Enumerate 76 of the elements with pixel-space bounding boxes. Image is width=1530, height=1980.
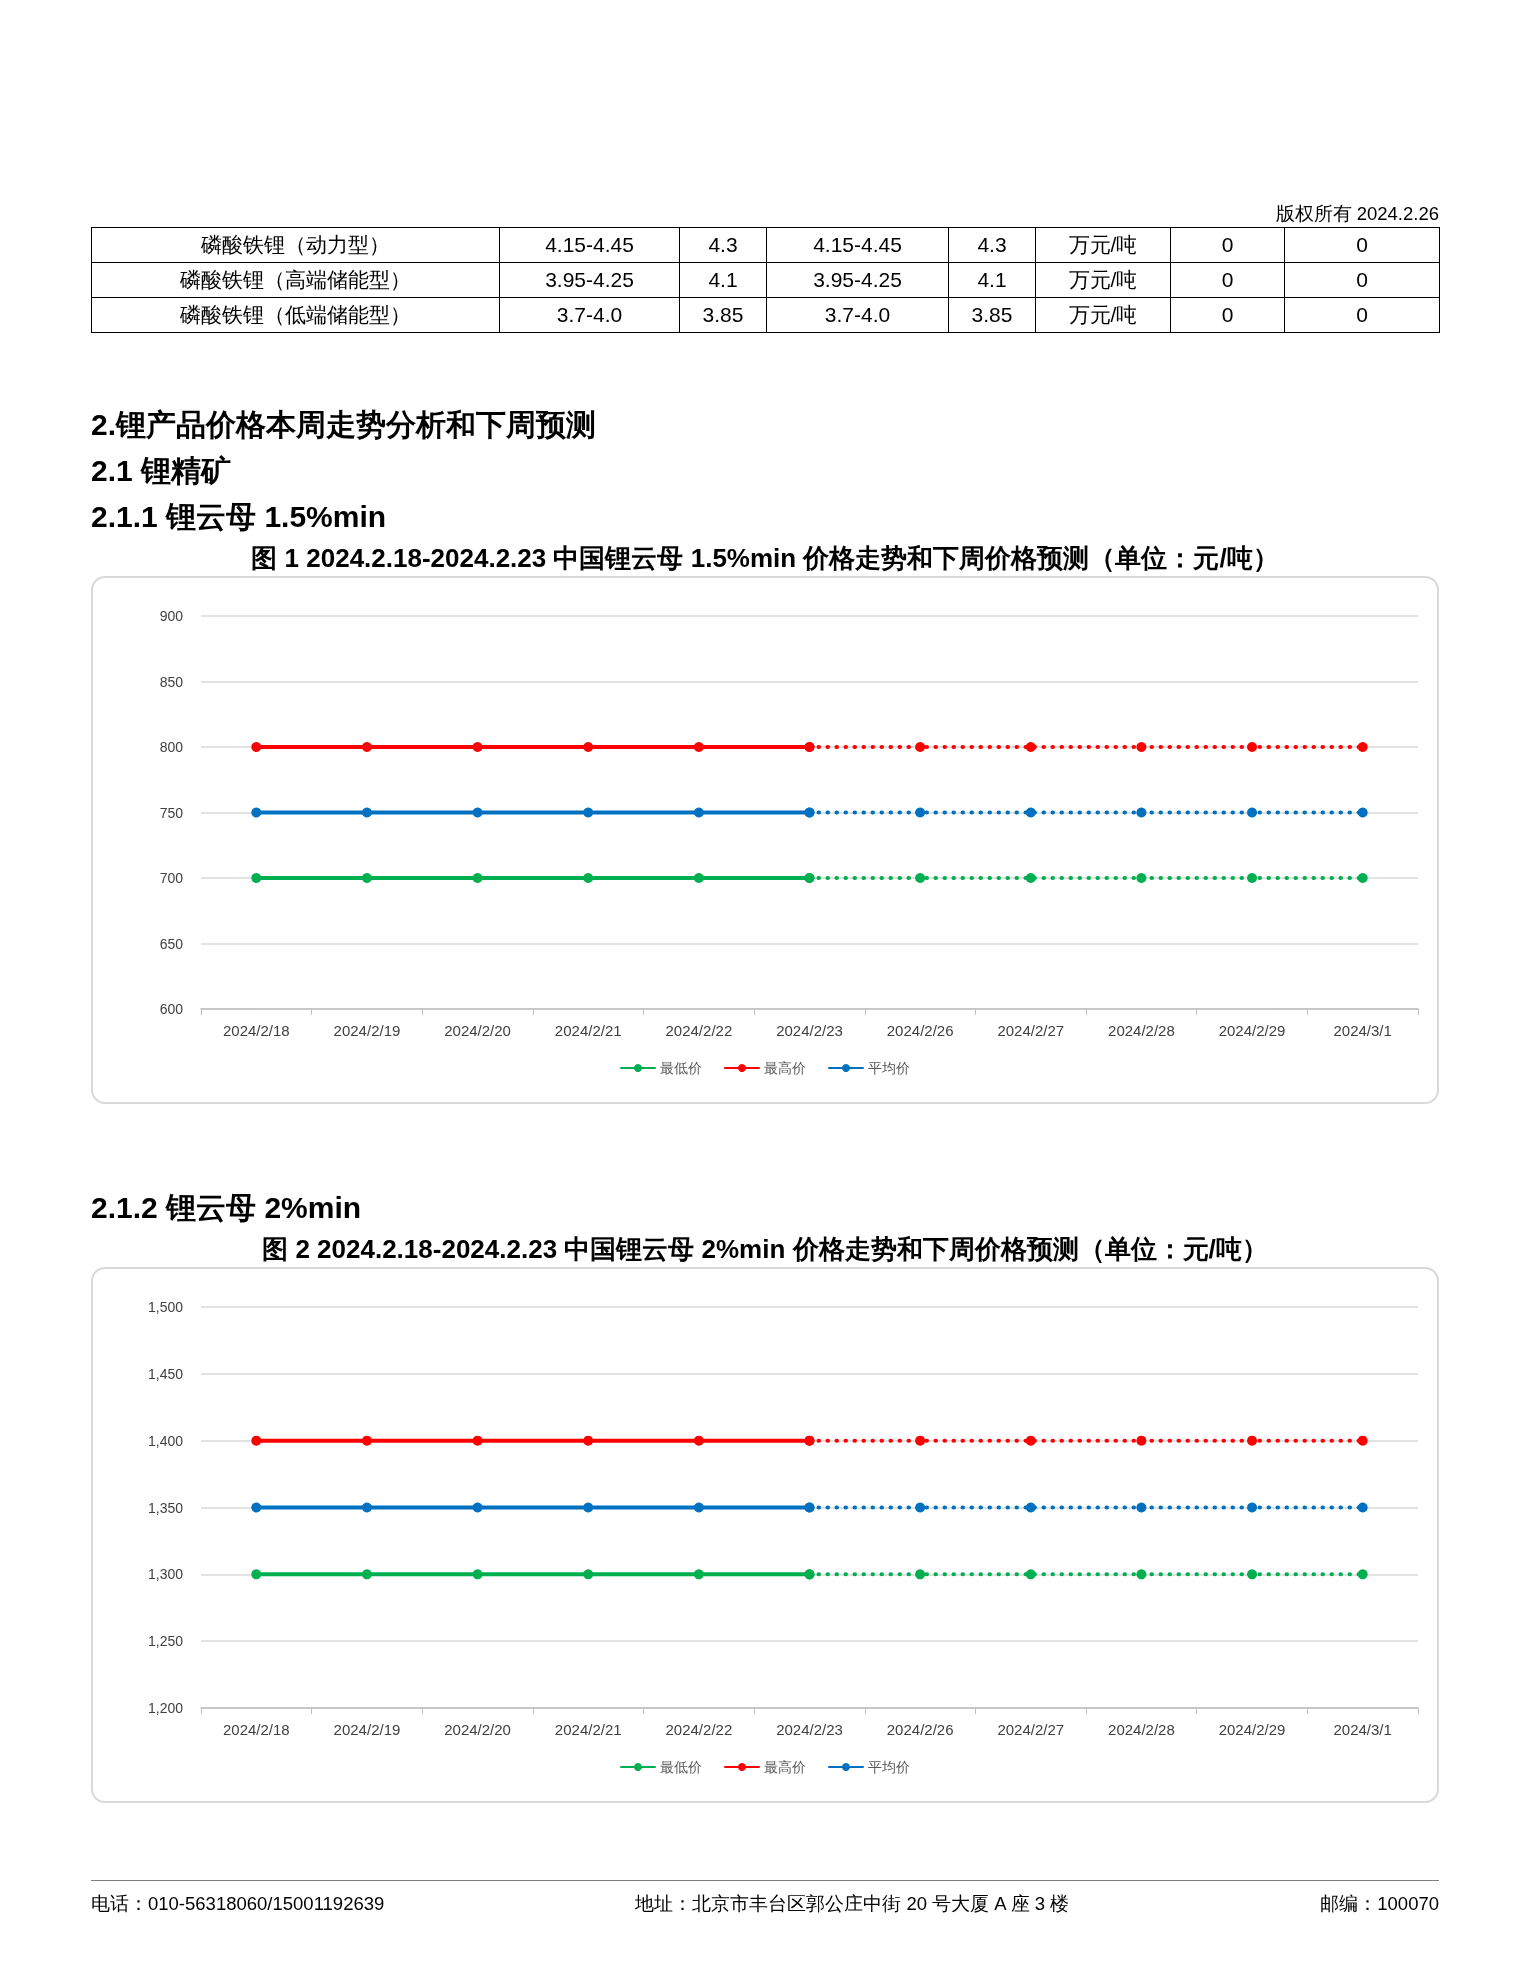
text: 4.15-4.45 [813,233,902,256]
text: 0 [1356,303,1368,326]
y-tick-label: 1,400 [147,1432,184,1449]
text: 0 [1221,233,1234,256]
text: 3.85 [702,303,744,326]
category-label: 磷酸铁锂（动力型） [201,233,390,256]
chart-title: 图 2 2024.2.18-2024.2.23 中国锂云母 2%min 价格走势和下周价格预测（单位：元/吨） [261,1233,1269,1266]
x-tick-label: 2024/2/23 [776,1022,843,1039]
text: 3.7-4.0 [824,303,891,326]
text: 2.锂产品价格本周走势分析和下周预测 [91,407,598,443]
x-tick-label: 2024/2/23 [776,1721,843,1738]
y-tick-label: 800 [159,739,184,755]
text: 4.3 [708,233,738,256]
text: 万元/吨 [1068,303,1138,326]
text: 万元/吨 [1068,233,1138,256]
x-tick-label: 2024/2/19 [333,1022,401,1039]
category-label: 磷酸铁锂（低端储能型） [180,303,411,326]
x-tick-label: 2024/2/21 [554,1721,622,1738]
legend-label: 最高价 [764,1759,806,1775]
text: 2.1.2 锂云母 2%min [91,1190,363,1226]
text: 地址：北京市丰台区郭公庄中街 20 号大厦 A 座 3 楼 [635,1892,1070,1916]
x-tick-label: 2024/2/26 [886,1721,954,1738]
legend-label: 平均价 [868,1759,910,1775]
chart-title: 图 1 2024.2.18-2024.2.23 中国锂云母 1.5%min 价格走势和下周价格预测（单位：元/吨） [250,542,1280,575]
x-tick-label: 2024/2/18 [222,1022,290,1039]
y-tick-label: 1,450 [147,1365,184,1382]
x-tick-label: 2024/2/29 [1218,1721,1286,1738]
text: 0 [1356,233,1368,256]
y-tick-label: 750 [159,804,184,821]
x-tick-label: 2024/2/27 [997,1721,1065,1738]
text: 4.15-4.45 [545,233,634,256]
x-tick-label: 2024/2/22 [665,1022,733,1039]
y-tick-label: 1,200 [147,1700,184,1716]
text: 2.1 锂精矿 [91,453,233,489]
x-tick-label: 2024/3/1 [1333,1022,1392,1039]
text: 0 [1221,268,1234,291]
text: 3.95-4.25 [545,268,634,291]
legend-label: 最低价 [660,1759,702,1775]
x-tick-label: 2024/2/22 [665,1721,733,1738]
y-tick-label: 900 [159,608,184,624]
y-tick-label: 1,350 [147,1499,184,1516]
legend-label: 最低价 [660,1060,702,1076]
x-tick-label: 2024/2/19 [333,1721,401,1738]
x-tick-label: 2024/2/21 [554,1022,622,1039]
y-tick-label: 850 [159,673,184,690]
text: 0 [1356,268,1368,291]
x-tick-label: 2024/2/27 [997,1022,1065,1039]
y-tick-label: 1,250 [147,1633,184,1650]
legend-label: 最高价 [764,1060,806,1076]
text: 电话：010-56318060/15001192639 [91,1892,385,1916]
text: 邮编：100070 [1320,1892,1439,1916]
y-tick-label: 1,500 [147,1299,184,1315]
x-tick-label: 2024/2/20 [444,1022,511,1039]
text: 4.1 [977,268,1007,291]
text: 4.1 [708,268,738,291]
y-tick-label: 700 [159,870,184,886]
y-tick-label: 600 [159,1001,184,1017]
x-tick-label: 2024/2/28 [1108,1022,1175,1039]
category-label: 磷酸铁锂（高端储能型） [180,268,411,291]
text: 3.7-4.0 [556,303,623,326]
y-tick-label: 1,300 [147,1566,184,1583]
text: 3.95-4.25 [813,268,902,291]
x-tick-label: 2024/3/1 [1333,1721,1392,1738]
x-tick-label: 2024/2/18 [222,1721,290,1738]
text: 2.1.1 锂云母 1.5%min [91,499,388,535]
x-tick-label: 2024/2/29 [1218,1022,1286,1039]
x-tick-label: 2024/2/26 [886,1022,954,1039]
text: 版权所有 2024.2.26 [1275,202,1439,226]
text: 0 [1221,303,1234,326]
text: 万元/吨 [1068,268,1138,291]
x-tick-label: 2024/2/28 [1108,1721,1175,1738]
text: 3.85 [971,303,1013,326]
legend-label: 平均价 [868,1060,910,1076]
x-tick-label: 2024/2/20 [444,1721,511,1738]
text: 4.3 [977,233,1007,256]
y-tick-label: 650 [159,935,184,952]
